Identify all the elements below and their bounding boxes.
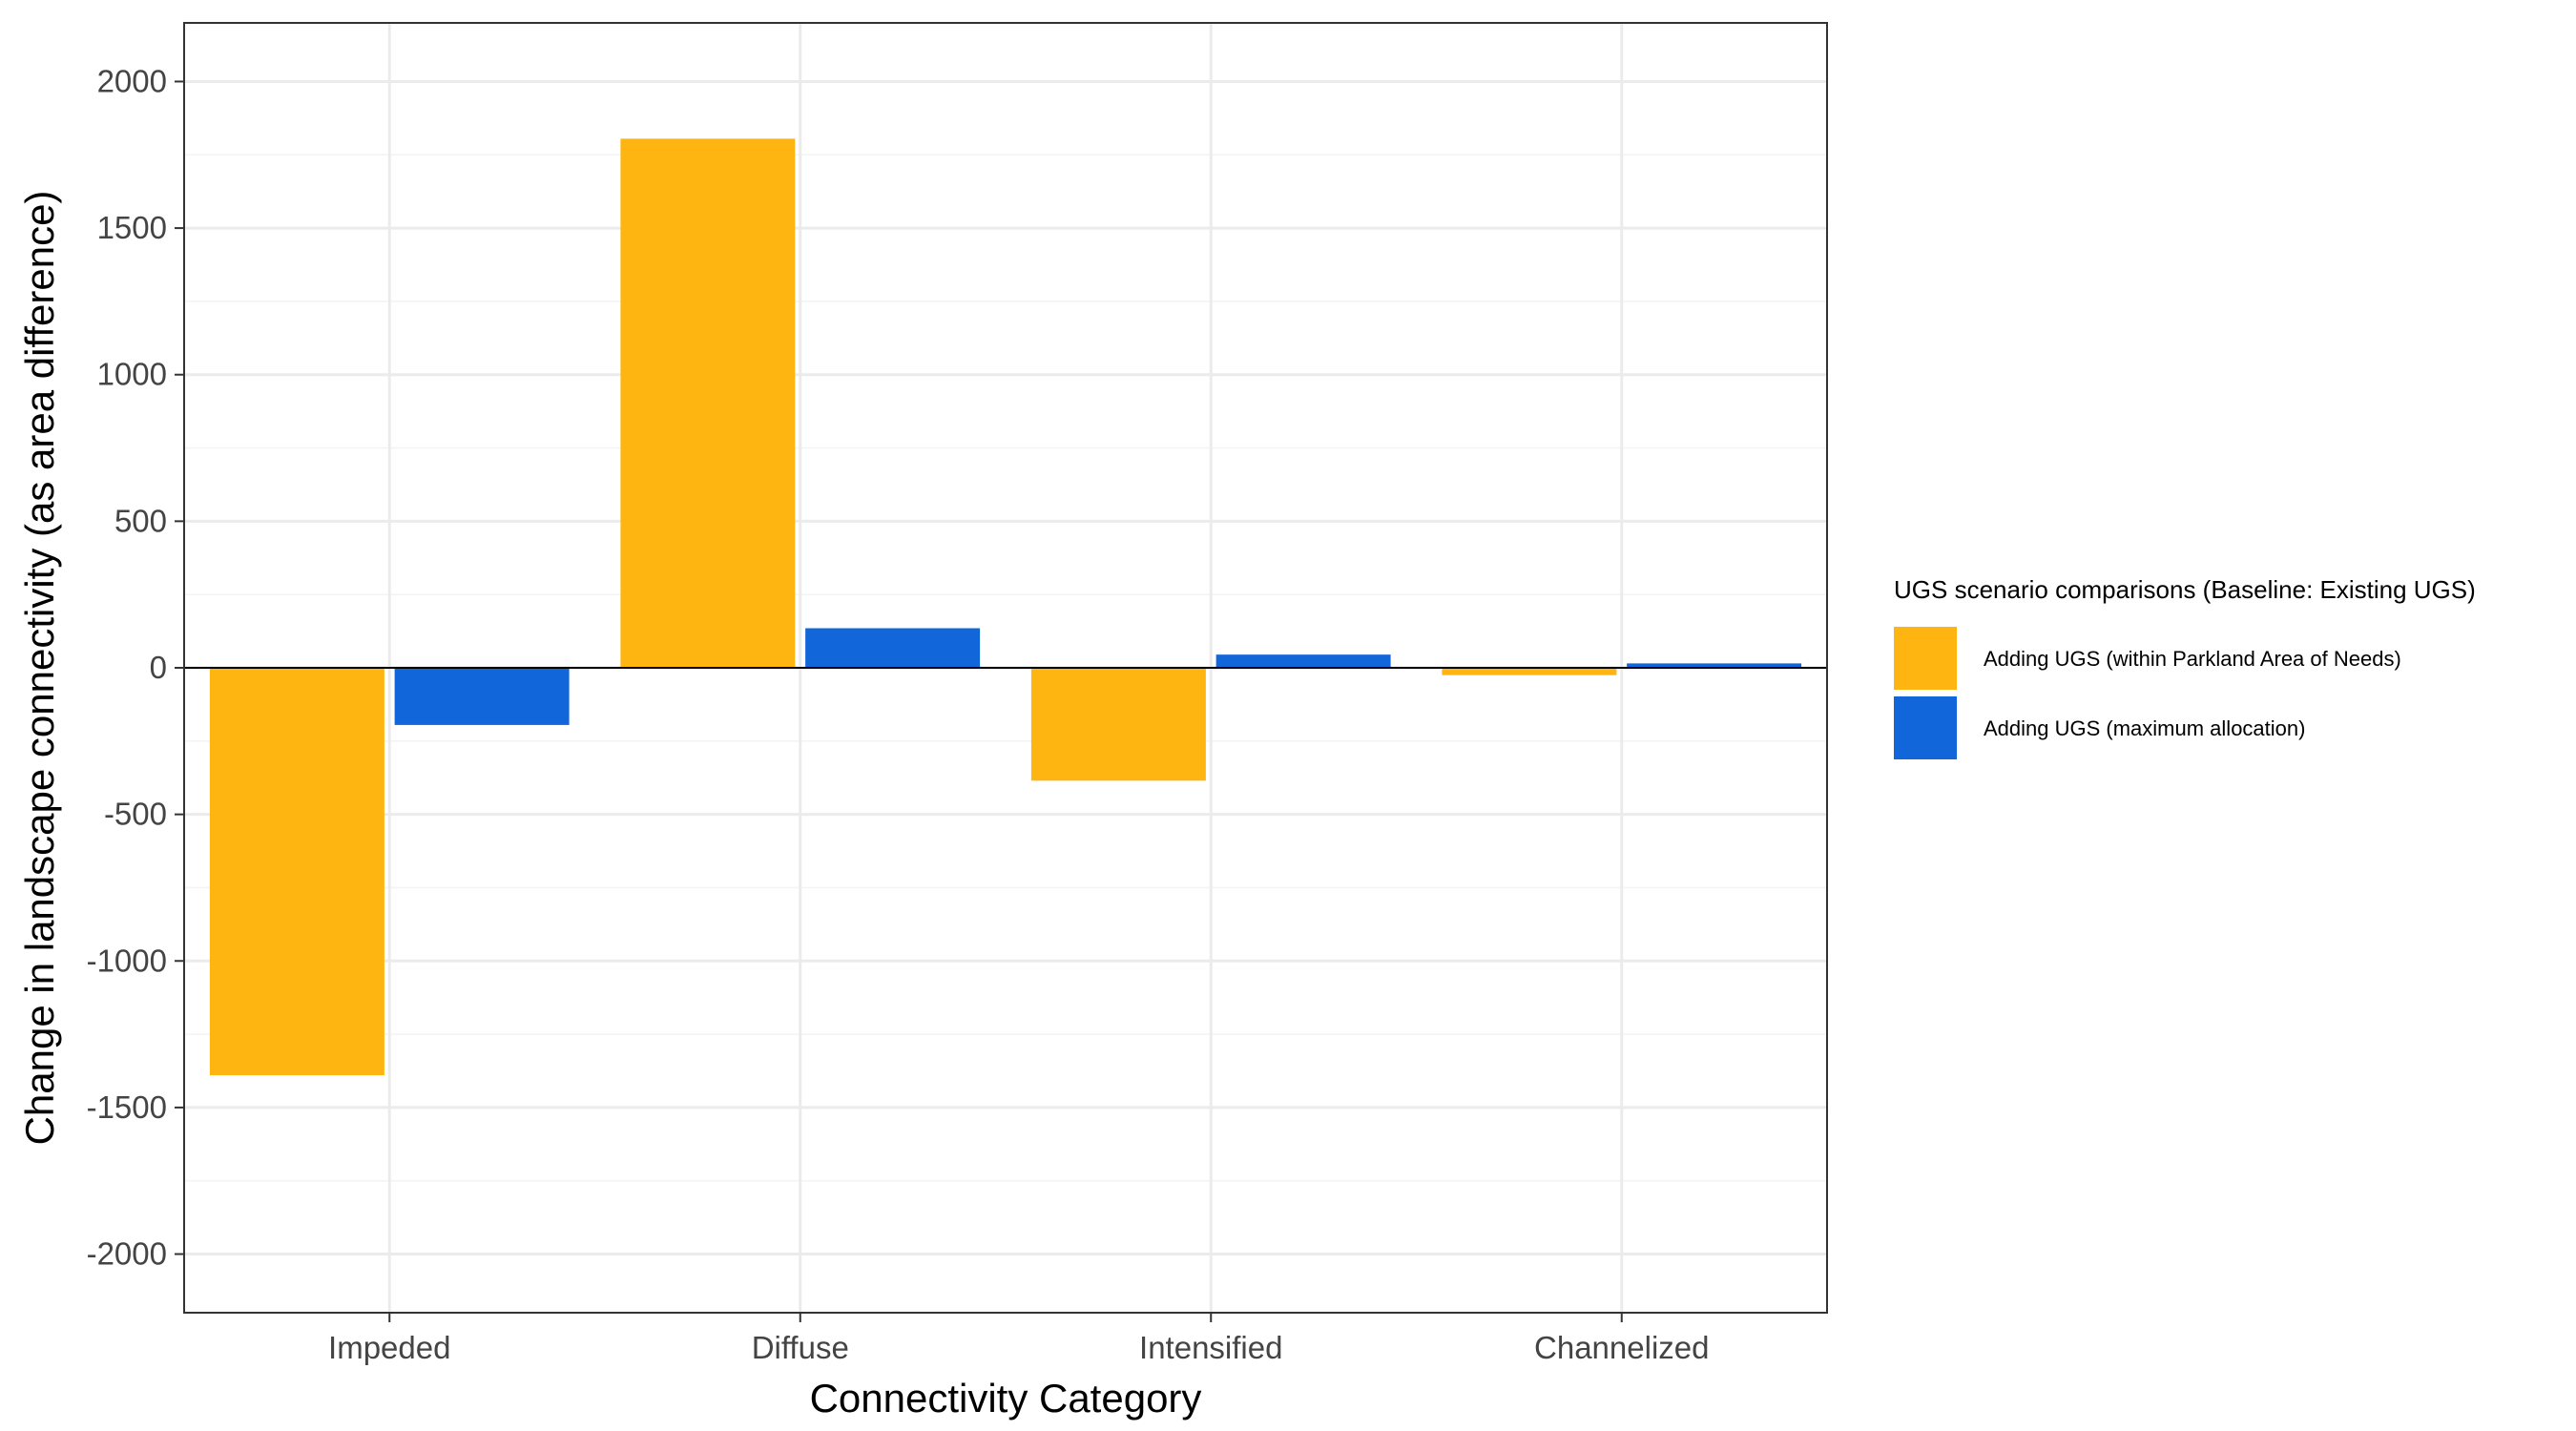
bar-diffuse-series-2 <box>805 628 981 668</box>
y-tick-label: -500 <box>104 797 167 832</box>
legend: UGS scenario comparisons (Baseline: Exis… <box>1894 575 2476 759</box>
legend-swatch-series-2 <box>1894 696 1957 759</box>
x-tick-label-impeded: Impeded <box>328 1330 450 1365</box>
x-tick-label-diffuse: Diffuse <box>752 1330 849 1365</box>
legend-title: UGS scenario comparisons (Baseline: Exis… <box>1894 575 2476 604</box>
y-axis-title: Change in landscape connectivity (as are… <box>17 191 62 1146</box>
y-tick-label: -1000 <box>87 943 167 978</box>
bar-intensified-series-1 <box>1030 668 1206 781</box>
y-tick-label: 2000 <box>97 63 167 98</box>
bar-impeded-series-1 <box>209 668 384 1076</box>
bar-channelized-series-1 <box>1442 668 1617 675</box>
legend-label-series-2: Adding UGS (maximum allocation) <box>1984 716 2305 740</box>
bar-impeded-series-2 <box>394 668 570 725</box>
x-tick-label-intensified: Intensified <box>1139 1330 1282 1365</box>
y-tick-label: 1500 <box>97 210 167 245</box>
y-tick-label: 0 <box>150 650 167 685</box>
y-tick-label: -1500 <box>87 1089 167 1125</box>
bar-intensified-series-2 <box>1215 654 1391 668</box>
bars <box>209 138 1802 1076</box>
y-tick-label: -2000 <box>87 1236 167 1272</box>
x-tick-label-channelized: Channelized <box>1534 1330 1709 1365</box>
x-axis-title: Connectivity Category <box>810 1376 1202 1421</box>
legend-swatch-series-1 <box>1894 627 1957 690</box>
y-tick-label: 500 <box>114 503 167 538</box>
bar-diffuse-series-1 <box>620 138 796 668</box>
bar-channelized-series-2 <box>1627 663 1802 668</box>
y-axis: 2000 1500 1000 500 0 -500 -1000 -1500 -2000 <box>87 63 184 1272</box>
legend-label-series-1: Adding UGS (within Parkland Area of Need… <box>1984 647 2401 671</box>
y-tick-label: 1000 <box>97 357 167 392</box>
x-axis: Impeded Diffuse Intensified Channelized <box>328 1313 1709 1365</box>
